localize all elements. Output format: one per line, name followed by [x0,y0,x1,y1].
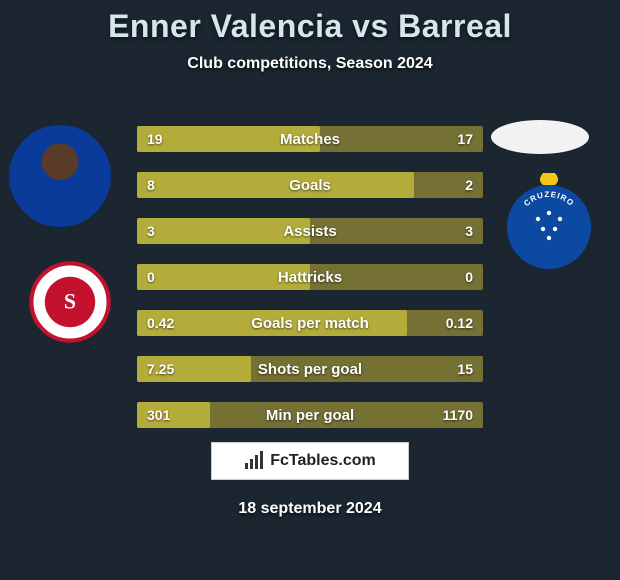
right-player-oval [491,120,589,154]
stat-label: Assists [137,218,483,244]
content-wrapper: Enner Valencia vs Barreal Club competiti… [0,0,620,580]
club-badge-icon: S [28,260,112,344]
stat-right-value: 15 [457,356,473,382]
svg-text:S: S [64,290,76,314]
stat-label: Matches [137,126,483,152]
stat-right-value: 2 [465,172,473,198]
left-player-photo [9,125,111,227]
comparison-bars: 19Matches17 8Goals2 3Assists3 0Hattricks0 0.… [137,126,483,448]
stat-label: Goals [137,172,483,198]
stat-bar: 0.42Goals per match0.12 [137,310,483,336]
date-label: 18 september 2024 [0,500,620,518]
stat-label: Shots per goal [137,356,483,382]
subtitle: Club competitions, Season 2024 [0,55,620,73]
stat-label: Hattricks [137,264,483,290]
stat-bar: 19Matches17 [137,126,483,152]
stat-right-value: 3 [465,218,473,244]
stat-bar: 7.25Shots per goal15 [137,356,483,382]
stat-label: Goals per match [137,310,483,336]
right-club-badge: CRUZEIRO [499,171,599,271]
stat-right-value: 0 [465,264,473,290]
site-logo-text: FcTables.com [270,452,376,470]
stat-label: Min per goal [137,402,483,428]
stat-bar: 3Assists3 [137,218,483,244]
left-club-badge: S [28,260,112,344]
site-logo: FcTables.com [211,442,409,480]
club-badge-icon: CRUZEIRO [499,171,599,271]
stat-bar: 0Hattricks0 [137,264,483,290]
stat-right-value: 17 [457,126,473,152]
page-title: Enner Valencia vs Barreal [0,8,620,45]
stat-bar: 301Min per goal1170 [137,402,483,428]
chart-icon [244,451,264,471]
stat-right-value: 1170 [443,402,473,428]
stat-right-value: 0.12 [446,310,473,336]
player-avatar-icon [9,125,111,227]
stat-bar: 8Goals2 [137,172,483,198]
